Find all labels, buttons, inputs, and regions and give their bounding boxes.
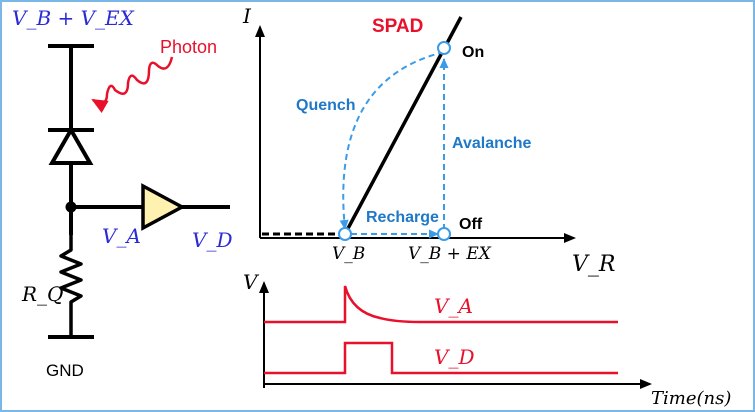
off-point	[437, 227, 451, 241]
node-d-label: V_D	[192, 228, 232, 252]
node-a-label: V_A	[102, 224, 141, 248]
timing-x-axis-label: Time(ns)	[651, 388, 731, 409]
vd-trace	[264, 341, 618, 375]
vb-point	[338, 227, 352, 241]
vb-tick-label: V_B	[332, 244, 365, 264]
quench-resistor	[59, 235, 83, 337]
iv-plot: I V_R SPAD On Off Quench Avalanche Recha…	[242, 4, 615, 277]
iv-x-axis-label: V_R	[572, 252, 615, 277]
vd-trace-label: V_D	[434, 345, 474, 369]
va-trace-label: V_A	[434, 294, 473, 318]
spad-title: SPAD	[372, 16, 423, 37]
off-label: Off	[459, 216, 483, 233]
vbex-tick-label: V_B + EX	[408, 244, 492, 264]
iv-y-axis-label: I	[242, 4, 252, 28]
resistor-label: R_Q	[21, 282, 63, 306]
timing-y-axis-label: V	[243, 270, 260, 294]
circuit: V_B + V_EX Photon V_A V_D R_Q GND	[12, 6, 232, 380]
on-point	[437, 41, 451, 55]
buffer-triangle	[141, 183, 186, 231]
avalanche-label: Avalanche	[452, 135, 532, 152]
va-trace	[264, 285, 618, 324]
on-label: On	[462, 44, 484, 61]
photon-label: Photon	[160, 37, 217, 57]
quench-arrow	[339, 51, 445, 230]
quench-label: Quench	[296, 97, 356, 114]
diode-triangle	[48, 125, 94, 165]
recharge-label: Recharge	[366, 209, 439, 226]
ground-label: GND	[46, 361, 84, 380]
photon-wave	[91, 56, 174, 114]
supply-voltage-label: V_B + V_EX	[12, 6, 135, 30]
timing-plot: V Time(ns) V_A V_D	[243, 270, 731, 409]
